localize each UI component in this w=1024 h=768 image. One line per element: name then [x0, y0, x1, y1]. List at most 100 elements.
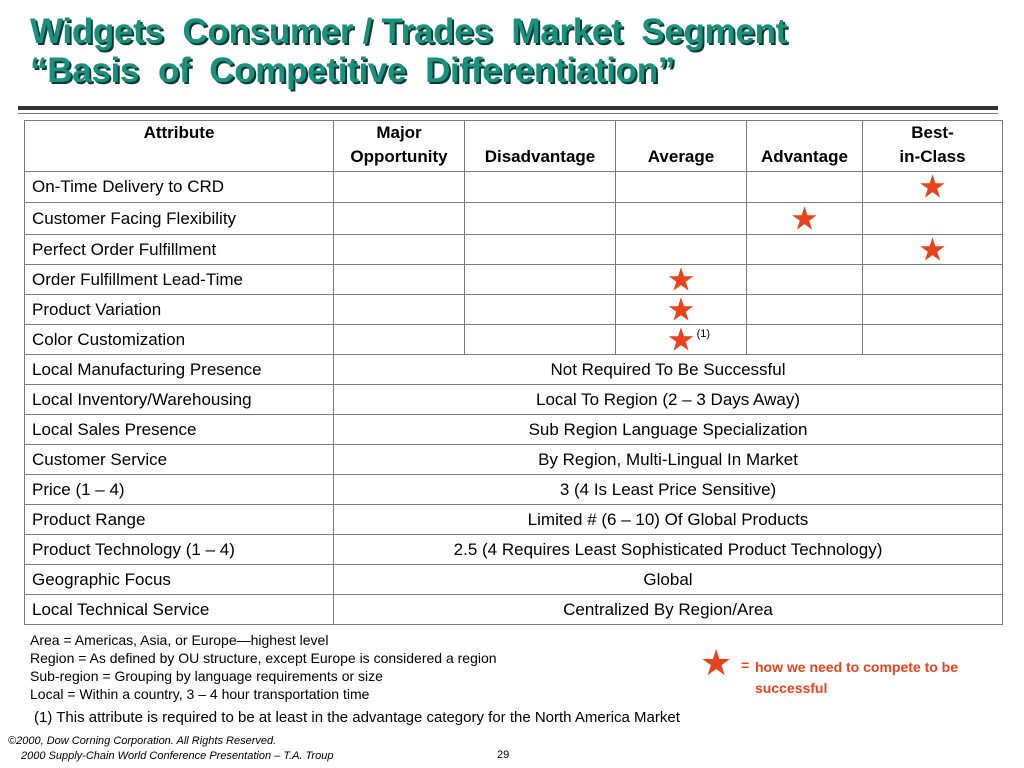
rating-cell	[862, 294, 1003, 325]
header-advantage: Advantage	[746, 120, 863, 172]
rating-cell	[333, 171, 465, 203]
table-row: Local Manufacturing Presence Not Required…	[24, 354, 1003, 385]
star-icon: ★	[666, 260, 696, 297]
attribute-value: By Region, Multi-Lingual In Market	[333, 444, 1003, 475]
rating-cell: ★	[862, 168, 1003, 205]
title-line-2: “Basis of Competitive Differentiation”	[30, 51, 676, 90]
table-row: Customer Service By Region, Multi-Lingual…	[24, 444, 1003, 475]
star-icon: ★	[918, 230, 947, 267]
rating-cell	[333, 294, 465, 325]
legend-star-icon: ★	[700, 642, 733, 683]
title-line-1: Widgets Consumer / Trades Market Segment	[30, 12, 787, 51]
rating-cell: ★ (1)	[615, 320, 747, 357]
attribute-value: 3 (4 Is Least Price Sensitive)	[333, 474, 1003, 505]
rating-cell	[862, 324, 1003, 355]
star-icon: ★	[918, 168, 947, 205]
attribute-value: Sub Region Language Specialization	[333, 414, 1003, 445]
header-average: Average	[615, 120, 747, 172]
rating-cell	[333, 324, 465, 355]
legend-equals: =	[741, 657, 750, 673]
attribute-label: Product Technology (1 – 4)	[24, 534, 334, 565]
copyright-line-1: ©2000, Dow Corning Corporation. All Righ…	[8, 735, 277, 747]
rating-cell: ★	[862, 230, 1003, 267]
table-row: Order Fulfillment Lead-Time ★	[24, 260, 1003, 297]
rating-cell	[464, 294, 616, 325]
attribute-label: Customer Facing Flexibility	[24, 202, 334, 235]
differentiation-table: Attribute Major Opportunity Disadvantage …	[24, 120, 1003, 625]
title-divider-thin	[18, 113, 998, 114]
attribute-value: Not Required To Be Successful	[333, 354, 1003, 385]
attribute-label: Local Inventory/Warehousing	[24, 384, 334, 415]
header-best-in-class: Best-in-Class	[862, 120, 1003, 172]
rating-cell	[746, 324, 863, 355]
attribute-label: Geographic Focus	[24, 564, 334, 595]
definitions-notes: Area = Americas, Asia, or Europe—highest…	[30, 631, 497, 703]
rating-cell	[464, 264, 616, 295]
rating-cell	[333, 264, 465, 295]
header-disadvantage: Disadvantage	[464, 120, 616, 172]
attribute-label: Color Customization	[24, 324, 334, 355]
table-body: On-Time Delivery to CRD ★ Customer Facing …	[24, 168, 1003, 625]
note-region: Region = As defined by OU structure, exc…	[30, 650, 497, 666]
table-row: Product Technology (1 – 4) 2.5 (4 Require…	[24, 534, 1003, 565]
table-row: Color Customization ★ (1)	[24, 320, 1003, 357]
table-row: Local Technical Service Centralized By Re…	[24, 594, 1003, 625]
table-row: Local Sales Presence Sub Region Language …	[24, 414, 1003, 445]
attribute-label: Product Range	[24, 504, 334, 535]
rating-cell	[615, 171, 747, 203]
note-sub-region: Sub-region = Grouping by language requir…	[30, 668, 383, 684]
rating-cell	[464, 324, 616, 355]
footnote-reference: (1)	[696, 328, 711, 340]
rating-cell	[333, 234, 465, 265]
table-row: Customer Facing Flexibility ★	[24, 199, 1003, 236]
star-icon: ★	[666, 320, 696, 357]
rating-cell	[615, 202, 747, 235]
rating-cell	[862, 202, 1003, 235]
attribute-label: Perfect Order Fulfillment	[24, 234, 334, 265]
rating-cell	[464, 171, 616, 203]
note-local: Local = Within a country, 3 – 4 hour tra…	[30, 686, 370, 702]
attribute-label: Customer Service	[24, 444, 334, 475]
title-divider-thick	[18, 106, 998, 110]
note-area: Area = Americas, Asia, or Europe—highest…	[30, 632, 329, 648]
attribute-label: Local Sales Presence	[24, 414, 334, 445]
table-row: Price (1 – 4) 3 (4 Is Least Price Sensiti…	[24, 474, 1003, 505]
rating-cell	[746, 294, 863, 325]
rating-cell	[464, 202, 616, 235]
table-row: Local Inventory/Warehousing Local To Regi…	[24, 384, 1003, 415]
attribute-value: Limited # (6 – 10) Of Global Products	[333, 504, 1003, 535]
table-header-row: Attribute Major Opportunity Disadvantage …	[24, 120, 1003, 172]
table-row: Product Range Limited # (6 – 10) Of Globa…	[24, 504, 1003, 535]
table-row: Geographic Focus Global	[24, 564, 1003, 595]
rating-cell	[746, 234, 863, 265]
table-row: Perfect Order Fulfillment ★	[24, 230, 1003, 267]
rating-cell	[464, 234, 616, 265]
attribute-value: Centralized By Region/Area	[333, 594, 1003, 625]
attribute-label: Local Technical Service	[24, 594, 334, 625]
star-icon: ★	[790, 199, 819, 236]
page-number: 29	[497, 749, 510, 761]
header-attribute: Attribute	[24, 120, 334, 172]
rating-cell	[746, 171, 863, 203]
attribute-label: Order Fulfillment Lead-Time	[24, 264, 334, 295]
attribute-value: Local To Region (2 – 3 Days Away)	[333, 384, 1003, 415]
star-icon: ★	[666, 290, 696, 327]
rating-cell	[862, 264, 1003, 295]
attribute-label: Product Variation	[24, 294, 334, 325]
attribute-label: Local Manufacturing Presence	[24, 354, 334, 385]
rating-cell	[333, 202, 465, 235]
attribute-value: Global	[333, 564, 1003, 595]
attribute-label: On-Time Delivery to CRD	[24, 171, 334, 203]
rating-cell: ★	[746, 199, 863, 236]
attribute-value: 2.5 (4 Requires Least Sophisticated Prod…	[333, 534, 1003, 565]
header-major-opportunity: Major Opportunity	[333, 120, 465, 172]
attribute-label: Price (1 – 4)	[24, 474, 334, 505]
table-row: Product Variation ★	[24, 290, 1003, 327]
footnote-1: (1) This attribute is required to be at …	[34, 709, 680, 726]
legend-text: how we need to compete to be successful	[755, 659, 959, 696]
slide-title: Widgets Consumer / Trades Market Segment…	[30, 12, 787, 90]
copyright-line-2: 2000 Supply-Chain World Conference Prese…	[21, 750, 334, 762]
table-row: On-Time Delivery to CRD ★	[24, 168, 1003, 205]
copyright: ©2000, Dow Corning Corporation. All Righ…	[8, 734, 333, 764]
rating-cell	[746, 264, 863, 295]
